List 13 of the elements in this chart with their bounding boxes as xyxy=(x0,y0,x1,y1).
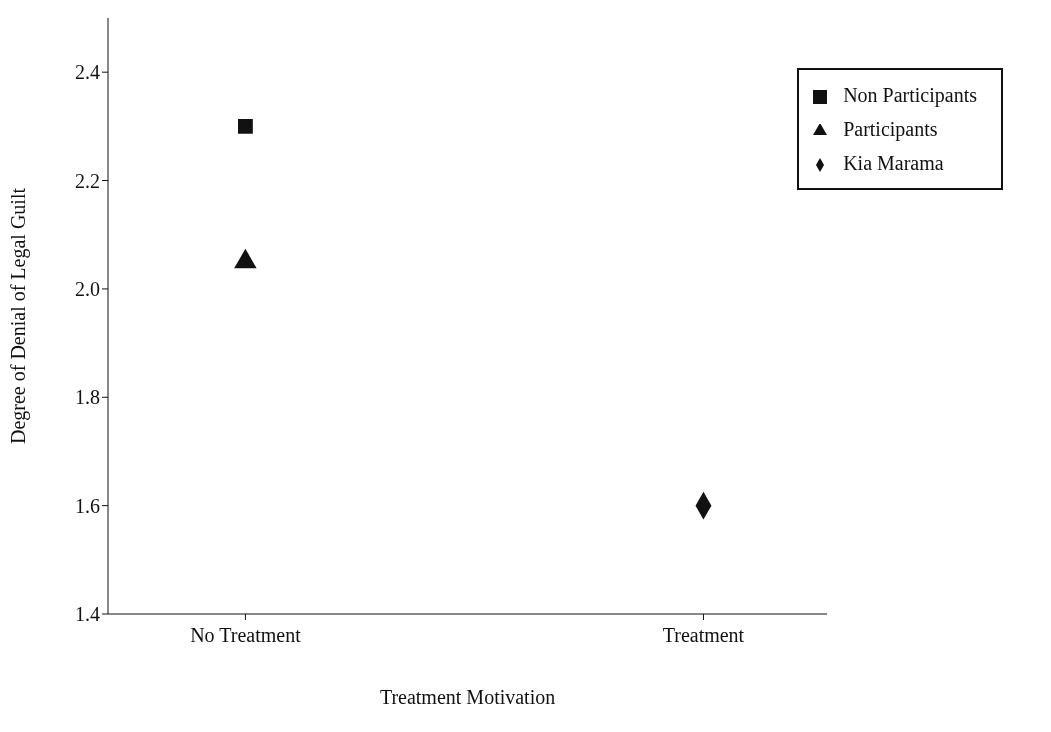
y-tick-label: 2.0 xyxy=(75,278,100,301)
legend-label: Participants xyxy=(843,118,938,140)
legend-label: Kia Marama xyxy=(843,152,944,174)
y-axis-title: Degree of Denial of Legal Guilt xyxy=(7,187,31,445)
x-tick-label: No Treatment xyxy=(190,624,302,647)
y-tick-label: 1.4 xyxy=(75,603,100,626)
y-tick-label: 1.8 xyxy=(75,386,100,409)
x-tick-label: Treatment xyxy=(662,624,745,647)
y-tick-label: 2.2 xyxy=(75,169,100,192)
y-tick-label: 1.6 xyxy=(75,494,100,517)
legend-label: Non Participants xyxy=(843,84,977,106)
x-axis-title: Treatment Motivation xyxy=(379,686,556,708)
y-tick-label: 2.4 xyxy=(75,61,100,84)
